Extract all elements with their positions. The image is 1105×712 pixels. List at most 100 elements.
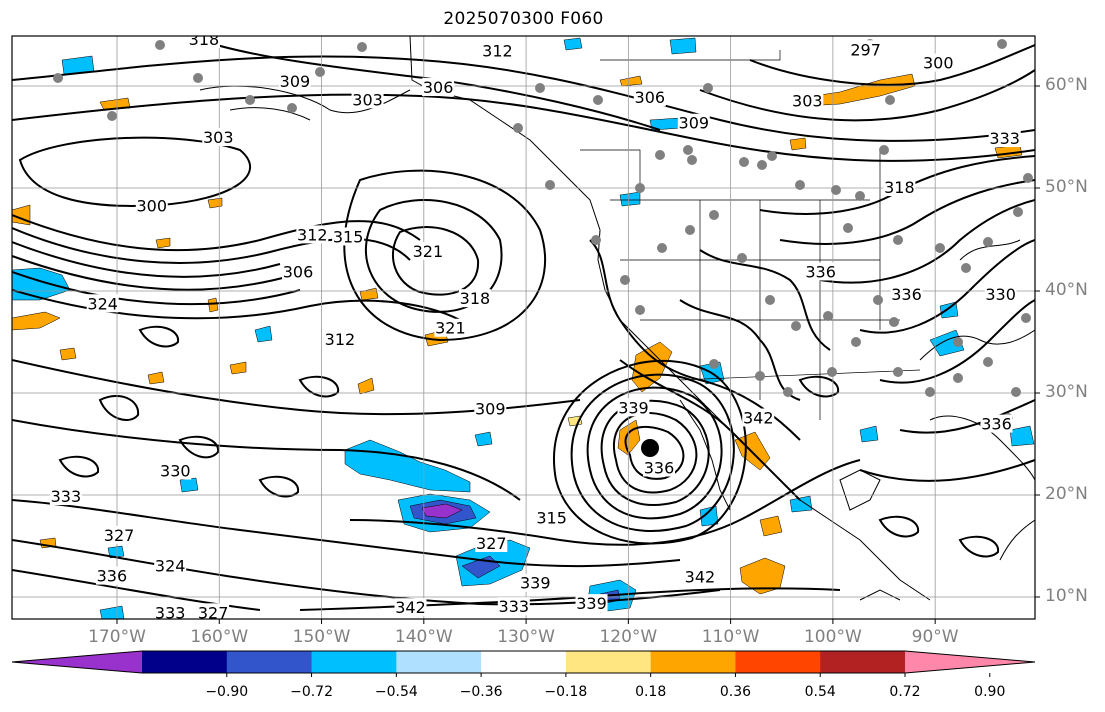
contour-label-bg: [296, 225, 329, 244]
contour-label-bg: [497, 597, 530, 616]
contour-label-bg: [323, 329, 356, 348]
contour-label-bg: [849, 40, 882, 59]
contour-label: 333: [51, 487, 82, 506]
contour-label-bg: [475, 533, 508, 552]
colorbar-extend-high: [905, 651, 1035, 673]
contour-label-bg: [742, 408, 775, 427]
contour-label-bg: [617, 398, 650, 417]
contour-label: 342: [395, 598, 426, 617]
contour-label: 303: [352, 90, 383, 109]
colorbar-segment: [226, 651, 313, 673]
contour-label-bg: [103, 525, 136, 544]
lon-label: 100°W: [803, 627, 862, 647]
contour-label: 333: [989, 129, 1020, 148]
contour-label: 342: [685, 568, 716, 587]
storm-center-marker: [641, 439, 659, 457]
contour-label: 333: [155, 603, 186, 622]
contour-label-bg: [883, 178, 916, 196]
contour-label-bg: [187, 36, 220, 49]
contour-label: 318: [460, 289, 491, 308]
contour-label: 312: [325, 330, 356, 349]
contour-label: 303: [792, 91, 823, 110]
contour-label-bg: [411, 241, 444, 260]
contour-label-bg: [282, 262, 315, 281]
contour-label: 339: [576, 594, 607, 613]
colorbar: [11, 650, 1036, 677]
contour-label-bg: [519, 573, 552, 592]
contour-label-bg: [95, 566, 128, 585]
lon-label: 150°W: [292, 627, 351, 647]
colorbar-segment: [820, 651, 906, 673]
contour-label-bg: [804, 262, 837, 281]
plot-frame: [11, 35, 1036, 620]
lat-label: 60°N: [1045, 75, 1088, 95]
contour-label-bg: [890, 285, 923, 304]
lat-label: 30°N: [1045, 382, 1088, 402]
colorbar-outline: [11, 650, 1036, 674]
contour-label: 303: [203, 128, 234, 147]
contour-label: 312: [297, 225, 328, 244]
contour-label-bg: [535, 508, 568, 527]
contour-label: 336: [97, 567, 128, 586]
contour-label: 336: [891, 285, 922, 304]
colorbar-segment: [311, 651, 397, 673]
contour-label-bg: [49, 487, 82, 506]
contour-label: 324: [87, 294, 118, 313]
chart-title: 2025070300 F060: [443, 9, 604, 29]
contour-label-bg: [159, 461, 192, 480]
contour-label-bg: [394, 598, 427, 617]
contour-label-layer: 318 312 297 300 309 306 303 306 303 309 303 333 318 3…: [49, 36, 1021, 622]
lat-label: 10°N: [1045, 586, 1088, 606]
contour-label: 309: [280, 72, 311, 91]
contour-label-bg: [332, 227, 365, 246]
contour-label: 327: [476, 534, 507, 553]
lat-label: 20°N: [1045, 484, 1088, 504]
contour-label-bg: [984, 285, 1017, 304]
contour-label: 336: [981, 415, 1012, 434]
contour-label-bg: [154, 556, 187, 575]
contour-label: 330: [985, 285, 1016, 304]
colorbar-tick-label: 0.18: [635, 684, 667, 700]
contour-label: 315: [333, 227, 364, 246]
colorbar-tick-label: −0.54: [374, 684, 418, 700]
colorbar-tick-label: 0.72: [889, 684, 921, 700]
lat-label: 50°N: [1045, 177, 1088, 197]
lon-label: 90°W: [911, 627, 959, 647]
contour-label-bg: [86, 294, 119, 313]
contour-label-bg: [683, 567, 716, 586]
contour-label-bg: [633, 88, 666, 107]
lon-label: 140°W: [394, 627, 453, 647]
contour-label: 339: [520, 574, 551, 593]
colorbar-tick-label: −0.90: [205, 684, 249, 700]
contour-label-bg: [791, 91, 824, 110]
colorbar-segment: [396, 651, 482, 673]
contour-label: 336: [805, 262, 836, 281]
colorbar-segment: [481, 651, 567, 673]
contour-label: 306: [283, 262, 314, 281]
colorbar-segment: [565, 651, 652, 673]
lat-lon-gridlines: [12, 36, 1035, 619]
contour-label: 297: [850, 40, 881, 59]
contour-label-bg: [135, 196, 168, 215]
contour-label: 318: [884, 178, 915, 197]
contour-label-bg: [988, 129, 1021, 148]
colorbar-tick-label: 0.54: [804, 684, 836, 700]
contour-label: 333: [499, 597, 530, 616]
contour-label-bg: [202, 128, 235, 147]
lon-label: 120°W: [599, 627, 658, 647]
contour-label-bg: [434, 318, 467, 337]
contour-label: 321: [435, 319, 466, 338]
lat-label: 40°N: [1045, 280, 1088, 300]
contour-label-bg: [351, 90, 384, 109]
contour-label-bg: [422, 78, 455, 97]
contour-label-bg: [154, 603, 187, 619]
contour-label-bg: [474, 399, 507, 418]
contour-label-bg: [980, 414, 1013, 433]
lon-label: 170°W: [88, 627, 146, 647]
contour-label: 300: [136, 197, 167, 216]
contour-label: 342: [743, 409, 774, 428]
contour-label: 315: [536, 508, 567, 527]
contour-label: 339: [618, 398, 649, 417]
colorbar-tick-label: 0.36: [719, 684, 752, 700]
